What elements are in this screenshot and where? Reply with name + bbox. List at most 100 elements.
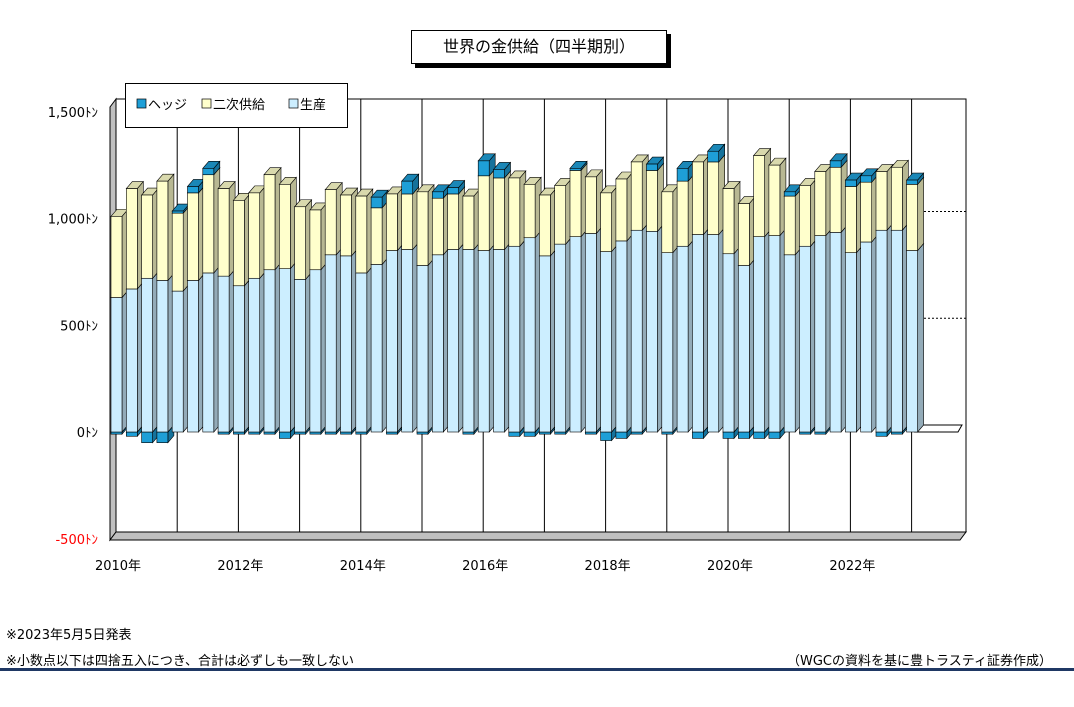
bar-production	[462, 241, 481, 433]
bar-production	[248, 270, 267, 433]
bar-production	[355, 265, 374, 433]
x-tick-label: 2014年	[340, 559, 386, 574]
x-tick-label: 2018年	[585, 559, 631, 574]
bar-production	[508, 238, 527, 433]
y-tick-label: 500ﾄﾝ	[60, 319, 98, 334]
legend-swatch-secondary	[201, 98, 212, 109]
bar-secondary	[676, 173, 695, 248]
bar-production	[569, 228, 588, 433]
bar-secondary	[691, 154, 711, 236]
bar-production	[278, 260, 297, 433]
bar-secondary	[768, 157, 787, 237]
bar-production	[446, 241, 466, 433]
bar-production	[339, 248, 359, 433]
bar-production	[860, 234, 879, 433]
bar-secondary	[508, 170, 527, 248]
legend-label-hedge: ヘッジ	[148, 98, 187, 113]
y-tick-label: 1,500ﾄﾝ	[48, 106, 98, 121]
bar-secondary	[661, 184, 680, 254]
bar-secondary	[814, 163, 833, 237]
bar-secondary	[477, 167, 496, 252]
bar-production	[890, 222, 909, 433]
bar-secondary	[110, 208, 129, 299]
bar-secondary	[860, 174, 879, 243]
y-tick-label: 1,000ﾄﾝ	[48, 213, 98, 228]
bar-production	[431, 246, 450, 433]
bar-secondary	[538, 187, 558, 257]
bar-secondary	[829, 159, 848, 234]
plot-floor	[109, 531, 967, 541]
bar-hedge	[492, 161, 512, 179]
bar-secondary	[890, 159, 909, 232]
bar-production	[370, 256, 389, 433]
bar-secondary	[905, 176, 925, 252]
bar-production	[202, 265, 221, 433]
bar-secondary	[278, 176, 297, 270]
bar-production	[523, 229, 542, 433]
y-axis-ticks: -500ﾄﾝ 0ﾄﾝ 500ﾄﾝ 1,000ﾄﾝ 1,500ﾄﾝ	[48, 106, 98, 548]
bar-production	[691, 226, 711, 433]
bar-production	[798, 238, 818, 433]
bar-production	[171, 283, 190, 433]
source-note: （WGCの資料を基に豊トラスティ証券作成）	[787, 654, 1052, 669]
bar-secondary	[569, 162, 588, 238]
x-axis-ticks: 2010年 2012年 2014年 2016年 2018年 2020年 2022年	[95, 559, 875, 574]
bar-secondary	[385, 186, 405, 252]
bar-production	[401, 241, 420, 433]
x-tick-label: 2022年	[829, 559, 875, 574]
bar-hedge	[202, 160, 221, 176]
bar-production	[599, 243, 619, 433]
bar-production	[125, 281, 144, 433]
legend-label-production: 生産	[300, 97, 326, 113]
bar-production	[829, 224, 848, 433]
bar-secondary	[186, 185, 206, 282]
legend-swatch-production	[288, 98, 299, 109]
bar-production	[554, 236, 573, 433]
bar-secondary	[523, 176, 542, 239]
bar-production	[324, 246, 343, 433]
bar-production	[707, 226, 726, 433]
bar-production	[385, 242, 405, 433]
bar-secondary	[783, 188, 802, 256]
y-tick-label: -500ﾄﾝ	[55, 533, 98, 548]
bar-production	[492, 241, 512, 433]
legend-item-secondary: 二次供給	[201, 97, 265, 113]
bar-production	[140, 270, 160, 433]
bar-production	[844, 244, 864, 433]
bar-secondary	[416, 184, 435, 267]
bar-secondary	[554, 177, 573, 245]
bar-secondary	[125, 180, 144, 290]
bar-hedge	[569, 160, 588, 172]
x-tick-label: 2010年	[95, 559, 141, 574]
bar-production	[263, 261, 282, 433]
bar-production	[661, 244, 680, 433]
bar-hedge	[401, 173, 420, 195]
bar-secondary	[217, 180, 236, 277]
bar-production	[905, 242, 925, 433]
bar-production	[645, 223, 665, 433]
x-tick-label: 2012年	[217, 559, 263, 574]
bar-secondary	[584, 169, 603, 235]
bar-production	[615, 233, 634, 433]
bar-secondary	[599, 185, 619, 253]
bar-production	[783, 246, 802, 433]
bar-hedge	[905, 172, 925, 186]
bar-secondary	[156, 173, 175, 282]
bar-production	[309, 261, 328, 433]
bar-production	[217, 268, 236, 433]
bar-secondary	[140, 187, 160, 280]
bar-secondary	[798, 177, 818, 248]
bar-secondary	[339, 187, 359, 257]
bar-hedge	[829, 153, 848, 169]
legend-swatch-hedge	[136, 98, 147, 109]
bar-production	[752, 228, 772, 433]
bar-secondary	[248, 185, 267, 280]
bar-secondary	[232, 192, 252, 287]
bar-secondary	[707, 154, 726, 236]
bar-secondary	[737, 195, 756, 267]
bar-production	[737, 257, 756, 433]
x-tick-label: 2020年	[707, 559, 753, 574]
bar-production	[477, 242, 496, 433]
y-tick-label: 0ﾄﾝ	[77, 426, 98, 441]
bar-production	[676, 238, 695, 433]
